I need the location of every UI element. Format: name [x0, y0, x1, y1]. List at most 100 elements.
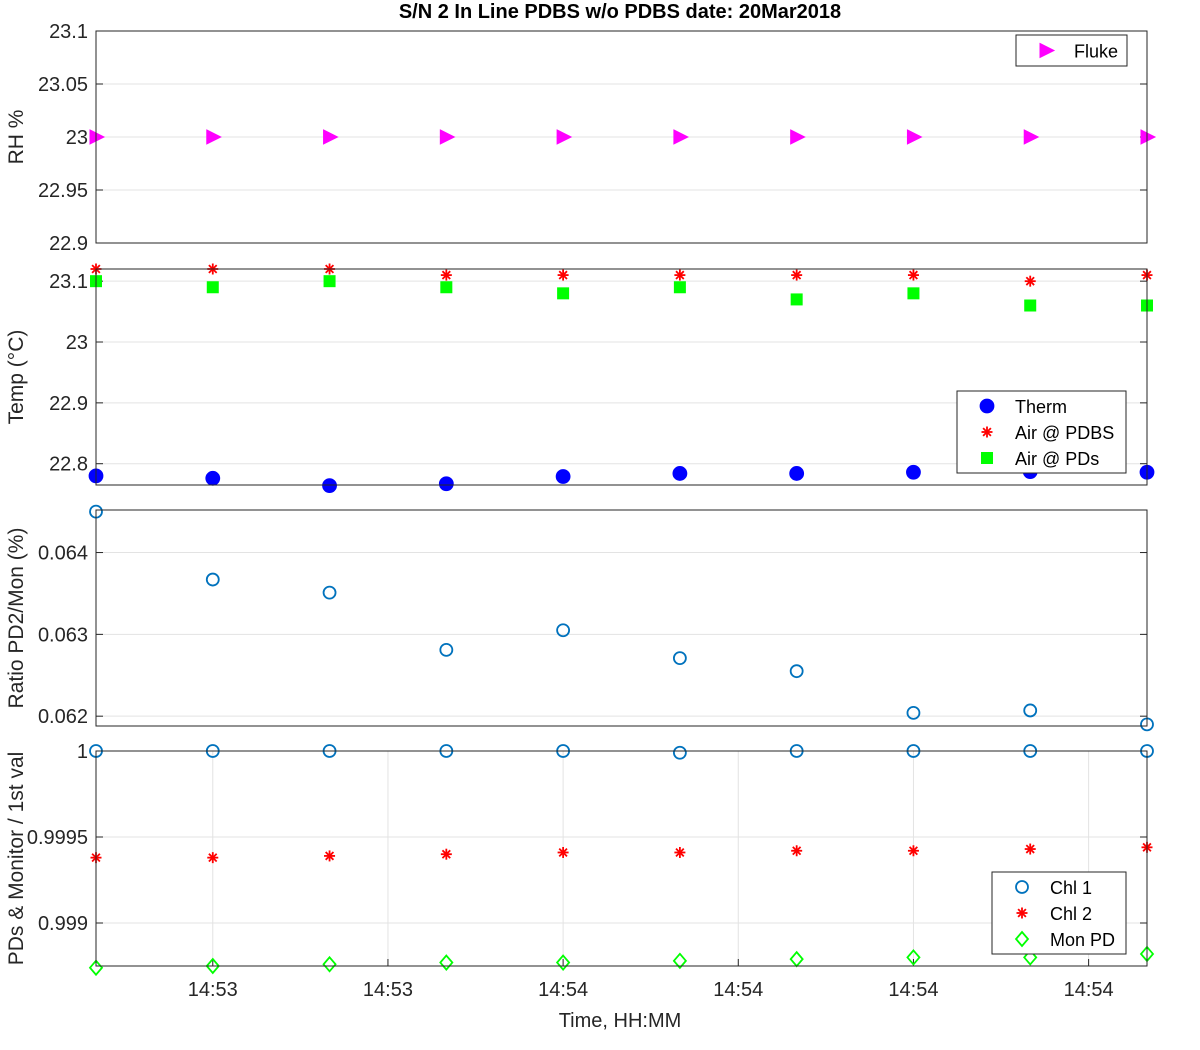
- panel-4-frame: [95, 750, 1148, 967]
- panel-4-series-2-point-4: [440, 848, 452, 860]
- panel-4-xtick-label-5: 14:54: [1064, 979, 1114, 1001]
- panel-4-legend-label-1: Chl 1: [1050, 878, 1092, 898]
- panel-4-legend-marker-2: [1016, 907, 1028, 919]
- panel-2: 22.8 22.9 23 23.1 Temp (°C) Therm Air @ PDBS Ai…: [5, 263, 1155, 494]
- panel-1-ytick-label-3: 23.05: [38, 74, 88, 96]
- panel-2-series-3-point-5: [557, 287, 570, 300]
- panel-1-legend-box: [1015, 34, 1128, 67]
- panel-1-ytick-label-2: 23: [66, 127, 88, 149]
- panel-1-ytick-label-4: 23.1: [49, 21, 88, 43]
- panel-1-series-1-point-2: [206, 129, 222, 145]
- panel-2-ytick-label-1: 22.9: [49, 393, 88, 415]
- panel-3-frame: [95, 509, 1148, 727]
- panel-3: 0.062 0.063 0.064 Ratio PD2/Mon (%): [5, 504, 1154, 732]
- panel-2-frame: [95, 268, 1148, 486]
- panel-2-series-2-point-9: [1024, 275, 1036, 287]
- panel-2-legend-label-2: Air @ PDBS: [1015, 423, 1114, 443]
- panel-3-series-1-point-2: [205, 572, 220, 587]
- panel-4: 0.999 0.9995 1 14:53 14:53 14:54 14:54 14:54 14:…: [5, 741, 1155, 1001]
- panel-1-series-1-point-6: [673, 129, 690, 145]
- panel-3-series-1-point-4: [439, 643, 454, 657]
- panel-3-series-1-point-3: [322, 585, 337, 600]
- panel-4-series-3-point-3: [322, 955, 337, 973]
- panel-3-plot-area: [96, 510, 1147, 726]
- panel-2-series-1-point-5: [555, 469, 571, 484]
- panel-4-series-2-point-7: [791, 845, 803, 857]
- panel-4-xtick-label-2: 14:54: [538, 979, 588, 1001]
- panel-2-series-2-point-5: [557, 269, 569, 281]
- panel-2-series-2-point-8: [907, 269, 919, 281]
- panel-4-ytick-label-1: 0.9995: [27, 827, 88, 849]
- panel-4-ytick-label-0: 0.999: [38, 913, 88, 935]
- panel-1-legend-label-1: Fluke: [1074, 42, 1118, 62]
- panel-4-series-1-point-6: [672, 745, 687, 760]
- figure-title: S/N 2 In Line PDBS w/o PDBS date: 20Mar2…: [399, 1, 841, 23]
- panel-4-series-3-point-4: [439, 954, 454, 971]
- panel-2-series-1-point-6: [672, 466, 688, 481]
- panel-4-legend-label-2: Chl 2: [1050, 904, 1092, 924]
- panel-2-legend: Therm Air @ PDBS Air @ PDs: [956, 390, 1127, 474]
- panel-2-series-3-point-6: [673, 281, 686, 294]
- panel-3-ylabel: Ratio PD2/Mon (%): [5, 528, 28, 709]
- panel-4-xtick-label-0: 14:53: [188, 979, 238, 1001]
- panel-4-legend-marker-3: [1014, 930, 1030, 948]
- panel-1-series-1: [89, 129, 1157, 145]
- panel-4-series-2-point-3: [324, 850, 336, 862]
- panel-4-legend-marker-1: [1015, 880, 1029, 894]
- panel-4-series-3-point-5: [555, 954, 571, 971]
- panel-1-series-1-point-5: [556, 129, 573, 145]
- panel-1-ytick-label-1: 22.95: [38, 180, 88, 202]
- panel-1-series-1-point-7: [790, 129, 806, 145]
- panel-3-ytick-label-2: 0.064: [38, 543, 88, 565]
- panel-4-series-2-point-5: [557, 846, 569, 858]
- panel-1-ytick-label-0: 22.9: [49, 233, 88, 255]
- panel-2-series-3-point-8: [907, 287, 920, 300]
- panel-2-legend-marker-1: [979, 398, 995, 414]
- panel-4-series-2-point-9: [1024, 843, 1036, 855]
- panel-2-series-1-point-7: [789, 466, 805, 481]
- panel-3-ytick-label-0: 0.062: [38, 706, 88, 728]
- panel-3-series-1-point-5: [556, 623, 571, 638]
- panel-1-series-1-point-3: [323, 129, 339, 145]
- panel-4-legend-box: [991, 871, 1127, 955]
- panel-2-series-1-point-8: [906, 464, 921, 480]
- panel-3-series-1-point-7: [789, 664, 804, 679]
- panel-4-ylabel: PDs & Monitor / 1st val: [5, 752, 28, 966]
- panel-2-series-1-point-2: [205, 470, 221, 486]
- panel-2-ytick-label-0: 22.8: [49, 454, 88, 476]
- panel-1: 22.9 22.95 23 23.05 23.1 RH % Fluke: [5, 21, 1157, 255]
- panel-2-series-3-point-9: [1024, 299, 1037, 312]
- panel-2-ylabel: Temp (°C): [5, 330, 28, 425]
- panel-3-series-1-point-6: [672, 651, 687, 665]
- panel-4-series-3-point-9: [1023, 949, 1038, 966]
- panel-4-series-3-point-8: [906, 949, 921, 966]
- panel-2-series-1: [88, 464, 1155, 494]
- panel-2-series-3-point-7: [790, 293, 803, 306]
- panel-4-series-3-point-6: [672, 952, 688, 970]
- panel-1-series-1-point-4: [439, 129, 456, 145]
- panel-2-series-1-point-3: [322, 478, 337, 494]
- panel-4-series-2-point-6: [674, 846, 686, 858]
- panel-4-series-2-point-8: [907, 845, 919, 857]
- panel-4-xtick-label-1: 14:53: [363, 979, 413, 1001]
- x-axis-label: Time, HH:MM: [559, 1010, 682, 1032]
- panel-4-legend: Chl 1 Chl 2 Mon PD: [991, 871, 1127, 955]
- panel-4-legend-label-3: Mon PD: [1050, 930, 1115, 950]
- panel-4-series-3-point-2: [205, 957, 220, 975]
- panel-1-frame: [95, 30, 1148, 244]
- panel-2-series-3-point-3: [323, 275, 336, 288]
- panel-2-ytick-label-2: 23: [66, 332, 88, 354]
- panel-4-ytick-label-2: 1: [77, 741, 88, 763]
- panel-2-legend-label-1: Therm: [1015, 397, 1067, 417]
- panel-4-xtick-label-3: 14:54: [713, 979, 763, 1001]
- panel-2-legend-label-3: Air @ PDs: [1015, 449, 1099, 469]
- panel-1-ylabel: RH %: [5, 110, 28, 165]
- panel-3-series-1-point-9: [1023, 703, 1038, 718]
- panel-1-legend-marker-1: [1039, 42, 1056, 59]
- panel-4-series-3-point-1: [88, 959, 104, 977]
- panel-2-series-3-point-2: [206, 281, 219, 294]
- panel-3-series-1-point-8: [906, 706, 921, 720]
- panel-1-series-1-point-1: [89, 129, 106, 145]
